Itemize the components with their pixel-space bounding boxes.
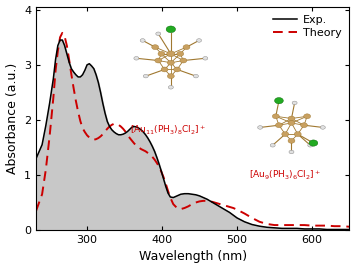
- Exp.: [193, 193, 198, 196]
- Circle shape: [143, 74, 148, 78]
- Line: Theory: Theory: [36, 33, 349, 227]
- Circle shape: [309, 140, 318, 146]
- Circle shape: [203, 56, 208, 60]
- Circle shape: [275, 123, 282, 128]
- Circle shape: [197, 39, 202, 42]
- Exp.: [105, 120, 109, 123]
- Circle shape: [158, 51, 165, 56]
- Circle shape: [294, 132, 301, 137]
- Circle shape: [156, 32, 161, 36]
- Exp.: [347, 228, 351, 231]
- Circle shape: [288, 138, 295, 143]
- Theory: [193, 201, 198, 204]
- Exp.: [332, 228, 337, 231]
- Circle shape: [168, 60, 174, 65]
- Circle shape: [258, 126, 263, 129]
- Line: Exp.: Exp.: [36, 40, 349, 229]
- Exp.: [242, 220, 247, 223]
- Theory: [242, 212, 247, 215]
- Circle shape: [288, 121, 295, 125]
- Circle shape: [168, 86, 173, 89]
- Theory: [347, 225, 351, 228]
- X-axis label: Wavelength (nm): Wavelength (nm): [139, 250, 247, 263]
- Exp.: [58, 38, 62, 42]
- Circle shape: [301, 123, 307, 128]
- Theory: [105, 127, 109, 130]
- Theory: [34, 209, 38, 212]
- Exp.: [34, 157, 38, 160]
- Theory: [60, 31, 65, 34]
- Circle shape: [140, 39, 145, 42]
- Circle shape: [134, 56, 139, 60]
- Circle shape: [183, 45, 190, 49]
- Circle shape: [304, 114, 311, 119]
- Circle shape: [288, 116, 295, 121]
- Circle shape: [180, 58, 187, 63]
- Circle shape: [161, 67, 168, 72]
- Theory: [71, 86, 76, 90]
- Circle shape: [270, 143, 275, 147]
- Circle shape: [166, 26, 175, 33]
- Circle shape: [167, 51, 175, 57]
- Circle shape: [155, 58, 162, 63]
- Circle shape: [272, 114, 279, 119]
- Circle shape: [274, 98, 283, 104]
- Text: [Au$_9$(PH$_3$)$_6$Cl$_2$]$^+$: [Au$_9$(PH$_3$)$_6$Cl$_2$]$^+$: [249, 169, 321, 182]
- Circle shape: [193, 74, 198, 78]
- Exp.: [325, 228, 329, 231]
- Circle shape: [174, 67, 181, 72]
- Circle shape: [152, 45, 159, 49]
- Exp.: [257, 225, 262, 228]
- Circle shape: [308, 143, 313, 147]
- Circle shape: [320, 126, 325, 129]
- Exp.: [71, 70, 76, 74]
- Circle shape: [168, 74, 174, 79]
- Circle shape: [292, 101, 297, 105]
- Circle shape: [282, 132, 289, 137]
- Text: [Au$_{11}$(PH$_3$)$_8$Cl$_2$]$^+$: [Au$_{11}$(PH$_3$)$_8$Cl$_2$]$^+$: [130, 124, 206, 137]
- Legend: Exp., Theory: Exp., Theory: [271, 13, 344, 40]
- Circle shape: [289, 150, 294, 154]
- Circle shape: [177, 51, 184, 56]
- Theory: [325, 224, 329, 227]
- Theory: [257, 220, 262, 223]
- Y-axis label: Absorbance (a.u.): Absorbance (a.u.): [6, 63, 18, 174]
